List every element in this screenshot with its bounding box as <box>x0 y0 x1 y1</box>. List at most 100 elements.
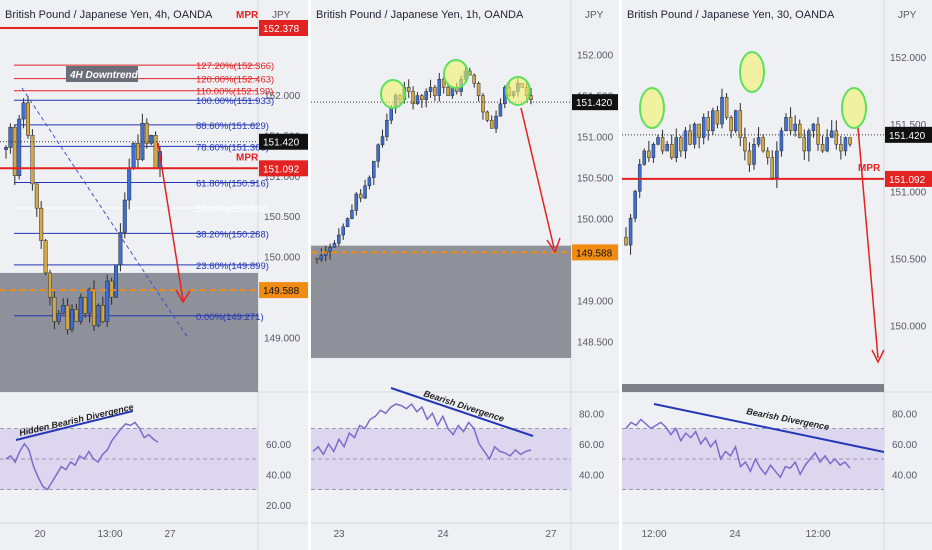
candle-body <box>21 102 26 120</box>
candle-body <box>770 157 775 179</box>
candle-body <box>802 137 807 152</box>
candle-body <box>811 123 816 132</box>
demand-zone <box>0 272 258 392</box>
candle-body <box>12 126 17 177</box>
x-tick-label: 12:00 <box>641 529 666 540</box>
projection-arrow <box>857 127 879 359</box>
projection-arrow <box>520 107 555 249</box>
candle-body <box>363 185 367 199</box>
fib-level-label: 78.60%(151.363) <box>196 142 269 153</box>
chart-panel-4h[interactable]: JPY152.000151.500151.000150.500150.00014… <box>0 0 308 550</box>
candle-body <box>656 137 660 145</box>
chart-panel-30m[interactable]: JPY 152.000 151.500 151.000 150.500 150.000 MP… <box>622 0 932 550</box>
rsi-tick-label: 20.00 <box>266 501 291 512</box>
y-tick-label: 149.000 <box>264 334 301 345</box>
candle-body <box>354 193 359 211</box>
demand-zone <box>622 384 884 392</box>
candle-body <box>43 240 48 274</box>
candle-body <box>420 95 424 100</box>
candle-body <box>406 87 411 92</box>
candle-body <box>825 137 829 152</box>
candle-body <box>136 143 140 160</box>
projection-arrowhead <box>175 289 191 304</box>
current-price-badge <box>259 133 308 150</box>
current-price-text: 151.420 <box>889 131 926 142</box>
current-price-badge <box>885 126 932 143</box>
y-tick-label: 151.500 <box>890 120 927 131</box>
rsi-divergence-line <box>390 387 534 437</box>
candle-body <box>437 78 442 96</box>
y-tick-label: 150.000 <box>577 215 614 226</box>
top-circle <box>639 87 665 129</box>
candle-body <box>743 137 747 152</box>
y-tick-label: 148.500 <box>577 338 614 349</box>
candle-body <box>441 78 446 88</box>
projection-arrowhead <box>871 349 885 364</box>
rsi-tick-label: 60.00 <box>892 440 917 451</box>
support-price-text: 149.588 <box>263 286 300 297</box>
candle-body <box>738 110 743 138</box>
candle-body <box>752 143 756 165</box>
candle-body <box>376 144 380 162</box>
fib-level-label: 61.80%(150.916) <box>196 179 269 190</box>
mpr-price-text: 151.092 <box>263 164 300 175</box>
candle-body <box>848 137 852 145</box>
support-price-badge <box>259 282 308 299</box>
candle-body <box>127 167 132 201</box>
candle-body <box>642 150 647 165</box>
candle-body <box>494 115 498 129</box>
candle-body <box>747 150 752 165</box>
candle-body <box>341 226 345 236</box>
candle-body <box>498 103 503 117</box>
candle-body <box>476 83 481 96</box>
chart-svg-4h[interactable]: JPY152.000151.500151.000150.500150.00014… <box>0 0 308 550</box>
candle-body <box>433 87 437 96</box>
candle-body <box>683 130 688 152</box>
candle-body <box>820 143 825 152</box>
y-tick-label: 151.000 <box>577 133 614 144</box>
candle-body <box>70 309 74 330</box>
y-tick-label: 150.500 <box>890 254 927 265</box>
candle-body <box>78 296 83 322</box>
candle-body <box>96 305 101 326</box>
mpr-label: MPR <box>858 163 881 174</box>
candle-body <box>385 119 389 137</box>
candle-body <box>797 123 802 138</box>
annotation-text: 4H Downtrend <box>69 70 139 81</box>
candle-body <box>701 117 706 138</box>
candle-body <box>367 177 372 187</box>
candle-body <box>389 107 393 121</box>
candle-body <box>720 96 724 125</box>
candle-body <box>674 137 679 158</box>
candle-body <box>52 296 57 322</box>
candle-body <box>779 130 784 152</box>
candle-body <box>807 130 811 152</box>
candle-body <box>144 122 149 144</box>
candle-body <box>788 117 793 132</box>
candle-body <box>692 123 697 145</box>
top-circle <box>841 87 867 129</box>
x-tick-label: 12:00 <box>805 529 830 540</box>
candle-body <box>48 272 52 298</box>
candle-body <box>669 143 674 158</box>
candle-body <box>428 87 433 92</box>
candle-body <box>688 130 692 145</box>
demand-zone <box>311 245 571 358</box>
mpr-price-badge <box>259 160 308 177</box>
candle-body <box>315 257 319 260</box>
y-tick-label: 150.500 <box>264 212 301 223</box>
candle-body <box>153 135 158 168</box>
candle-body <box>61 305 66 314</box>
chart-svg-30m[interactable]: JPY 152.000 151.500 151.000 150.500 150.000 MP… <box>622 0 932 550</box>
chart-panel-1h[interactable]: JPY152.000151.500151.000150.500150.00014… <box>311 0 619 550</box>
top-circle <box>739 51 765 93</box>
chart-title-4h: British Pound / Japanese Yen, 4h, OANDA <box>5 9 213 21</box>
mpr-top-badge <box>259 20 308 36</box>
candle-body <box>56 313 61 322</box>
x-tick-label: 24 <box>729 529 741 540</box>
candle-body <box>706 117 711 132</box>
candle-body <box>39 207 44 241</box>
annotation-box <box>66 66 138 82</box>
chart-svg-1h[interactable]: JPY152.000151.500151.000150.500150.00014… <box>311 0 619 550</box>
rsi-tick-label: 60.00 <box>579 440 604 451</box>
